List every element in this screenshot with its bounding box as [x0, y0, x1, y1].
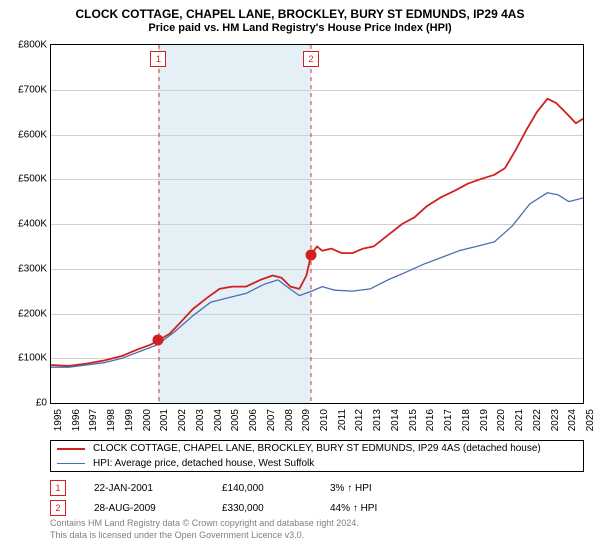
x-tick-label: 1999	[124, 409, 135, 431]
x-tick-label: 2019	[479, 409, 490, 431]
x-tick-label: 2018	[461, 409, 472, 431]
y-tick-label: £200K	[18, 308, 47, 319]
sales-date: 22-JAN-2001	[94, 483, 194, 494]
x-tick-label: 1996	[71, 409, 82, 431]
sale-point-marker	[153, 335, 164, 346]
sale-point-marker	[305, 250, 316, 261]
x-tick-label: 2011	[337, 409, 348, 431]
footer-line1: Contains HM Land Registry data © Crown c…	[50, 518, 584, 530]
sales-row: 1 22-JAN-2001 £140,000 3% ↑ HPI	[50, 478, 584, 498]
x-tick-label: 1995	[53, 409, 64, 431]
x-tick-label: 2004	[213, 409, 224, 431]
x-tick-label: 2005	[230, 409, 241, 431]
sales-marker: 1	[50, 480, 66, 496]
x-tick-label: 1998	[106, 409, 117, 431]
sales-date: 28-AUG-2009	[94, 503, 194, 514]
x-tick-label: 2013	[372, 409, 383, 431]
x-tick-label: 2016	[425, 409, 436, 431]
sale-marker-box: 2	[303, 51, 319, 67]
x-tick-label: 2010	[319, 409, 330, 431]
x-tick-label: 2022	[532, 409, 543, 431]
legend-box: CLOCK COTTAGE, CHAPEL LANE, BROCKLEY, BU…	[50, 440, 584, 472]
footer-attribution: Contains HM Land Registry data © Crown c…	[50, 518, 584, 541]
chart-title-line2: Price paid vs. HM Land Registry's House …	[0, 22, 600, 36]
series-property	[51, 99, 583, 366]
y-tick-label: £800K	[18, 40, 47, 51]
figure: CLOCK COTTAGE, CHAPEL LANE, BROCKLEY, BU…	[0, 0, 600, 560]
x-tick-label: 2015	[408, 409, 419, 431]
sale-vertical-rule	[310, 45, 311, 403]
x-tick-label: 2007	[266, 409, 277, 431]
x-tick-label: 2012	[354, 409, 365, 431]
x-tick-label: 2023	[550, 409, 561, 431]
legend-row: CLOCK COTTAGE, CHAPEL LANE, BROCKLEY, BU…	[51, 441, 583, 456]
x-tick-label: 2020	[496, 409, 507, 431]
x-tick-label: 1997	[88, 409, 99, 431]
sale-marker-box: 1	[150, 51, 166, 67]
sales-table: 1 22-JAN-2001 £140,000 3% ↑ HPI 2 28-AUG…	[50, 478, 584, 518]
x-tick-label: 2001	[159, 409, 170, 431]
x-tick-label: 2021	[514, 409, 525, 431]
y-tick-label: £700K	[18, 84, 47, 95]
chart-title-line1: CLOCK COTTAGE, CHAPEL LANE, BROCKLEY, BU…	[0, 0, 600, 22]
x-tick-label: 2009	[301, 409, 312, 431]
sales-price: £330,000	[222, 503, 302, 514]
y-tick-label: £100K	[18, 353, 47, 364]
y-tick-label: £0	[36, 398, 47, 409]
sales-delta: 3% ↑ HPI	[330, 483, 372, 494]
legend-swatch-property	[57, 448, 85, 450]
x-tick-label: 2006	[248, 409, 259, 431]
x-tick-label: 2003	[195, 409, 206, 431]
sales-row: 2 28-AUG-2009 £330,000 44% ↑ HPI	[50, 498, 584, 518]
y-tick-label: £600K	[18, 129, 47, 140]
series-hpi	[51, 193, 583, 368]
x-tick-label: 2000	[142, 409, 153, 431]
legend-label: CLOCK COTTAGE, CHAPEL LANE, BROCKLEY, BU…	[93, 443, 541, 454]
sales-price: £140,000	[222, 483, 302, 494]
chart-area: £0£100K£200K£300K£400K£500K£600K£700K£80…	[50, 44, 584, 404]
y-tick-label: £500K	[18, 174, 47, 185]
legend-label: HPI: Average price, detached house, West…	[93, 458, 314, 469]
x-tick-label: 2025	[585, 409, 596, 431]
sales-delta: 44% ↑ HPI	[330, 503, 377, 514]
x-tick-label: 2017	[443, 409, 454, 431]
y-tick-label: £400K	[18, 219, 47, 230]
x-tick-label: 2014	[390, 409, 401, 431]
x-tick-label: 2008	[284, 409, 295, 431]
footer-line2: This data is licensed under the Open Gov…	[50, 530, 584, 542]
sale-vertical-rule	[158, 45, 159, 403]
sales-marker: 2	[50, 500, 66, 516]
x-tick-label: 2024	[567, 409, 578, 431]
y-tick-label: £300K	[18, 263, 47, 274]
legend-swatch-hpi	[57, 463, 85, 464]
legend-row: HPI: Average price, detached house, West…	[51, 456, 583, 471]
plot-lines	[51, 45, 583, 403]
x-tick-label: 2002	[177, 409, 188, 431]
